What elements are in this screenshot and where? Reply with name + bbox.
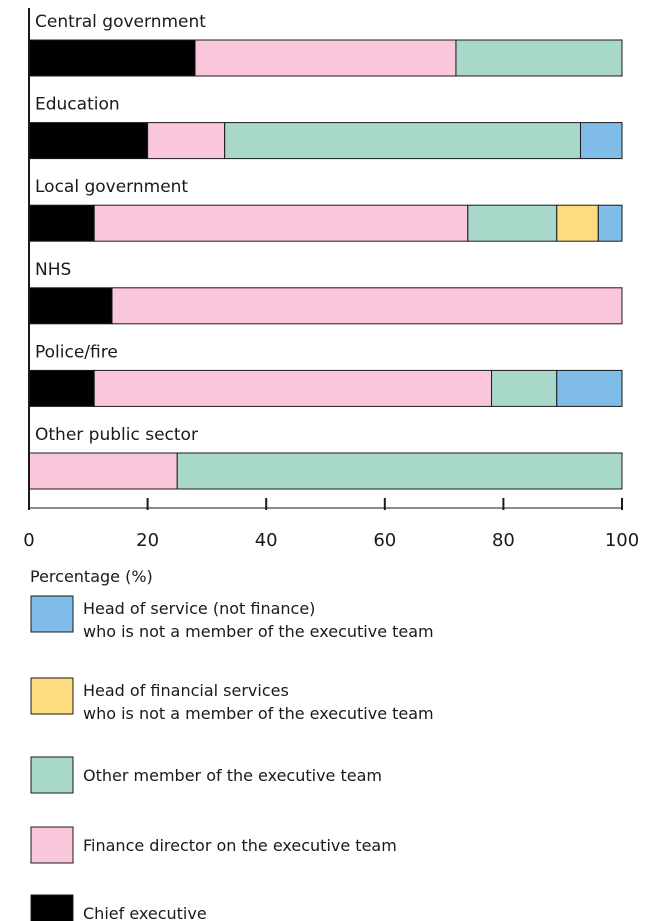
legend-label-0: Head of service (not finance): [83, 599, 315, 618]
category-label-local-government: Local government: [35, 177, 188, 197]
bars: [28, 39, 623, 490]
legend-label-1: Head of financial services: [83, 681, 289, 700]
legend-swatch-2: [30, 756, 74, 794]
bar-nhs-series-1: [111, 287, 623, 325]
legend-label-4: Chief executive: [83, 904, 207, 921]
bar-central-government-series-0: [28, 39, 196, 77]
bar-local-government-series-2: [467, 204, 558, 242]
bar-police-fire-series-4: [556, 369, 623, 407]
bar-local-government-series-1: [93, 204, 469, 242]
bar-police-fire-series-1: [93, 369, 493, 407]
bar-other-public-sector-series-1: [28, 452, 178, 490]
bar-police-fire-series-2: [491, 369, 558, 407]
bar-education-series-0: [28, 122, 149, 160]
bar-nhs-series-0: [28, 287, 113, 325]
legend-swatch-1: [30, 677, 74, 715]
bar-local-government-series-3: [556, 204, 599, 242]
legend: Head of service (not finance) who is not …: [30, 595, 434, 921]
legend-label-1-line2: who is not a member of the executive tea…: [83, 704, 434, 723]
category-label-police-fire: Police/fire: [35, 342, 118, 362]
bar-education-series-1: [147, 122, 226, 160]
bar-local-government-series-0: [28, 204, 95, 242]
x-tick-label-0: 0: [23, 530, 34, 551]
x-axis-label: Percentage (%): [30, 567, 153, 586]
category-label-education: Education: [35, 95, 120, 115]
bar-education-series-4: [579, 122, 623, 160]
category-labels: Central government Education Local governm…: [35, 12, 206, 445]
bar-police-fire-series-0: [28, 369, 95, 407]
legend-swatch-4: [30, 894, 74, 921]
category-label-central-government: Central government: [35, 12, 206, 32]
legend-swatch-0: [30, 595, 74, 633]
bar-other-public-sector-series-2: [176, 452, 623, 490]
x-tick-label-1: 20: [136, 530, 159, 551]
x-axis: 0 20 40 60 80 100 Percentage (%): [23, 8, 639, 586]
bar-local-government-series-4: [597, 204, 623, 242]
bar-education-series-2: [224, 122, 581, 160]
legend-label-3: Finance director on the executive team: [83, 836, 397, 855]
x-tick-label-3: 60: [373, 530, 396, 551]
category-label-nhs: NHS: [35, 260, 71, 280]
bar-central-government-series-2: [455, 39, 623, 77]
bar-central-government-series-1: [194, 39, 457, 77]
legend-swatch-3: [30, 826, 74, 864]
x-tick-label-2: 40: [255, 530, 278, 551]
category-label-other-public-sector: Other public sector: [35, 425, 198, 445]
x-tick-label-5: 100: [605, 530, 639, 551]
x-tick-label-4: 80: [492, 530, 515, 551]
legend-label-2: Other member of the executive team: [83, 766, 382, 785]
legend-label-0-line2: who is not a member of the executive tea…: [83, 622, 434, 641]
